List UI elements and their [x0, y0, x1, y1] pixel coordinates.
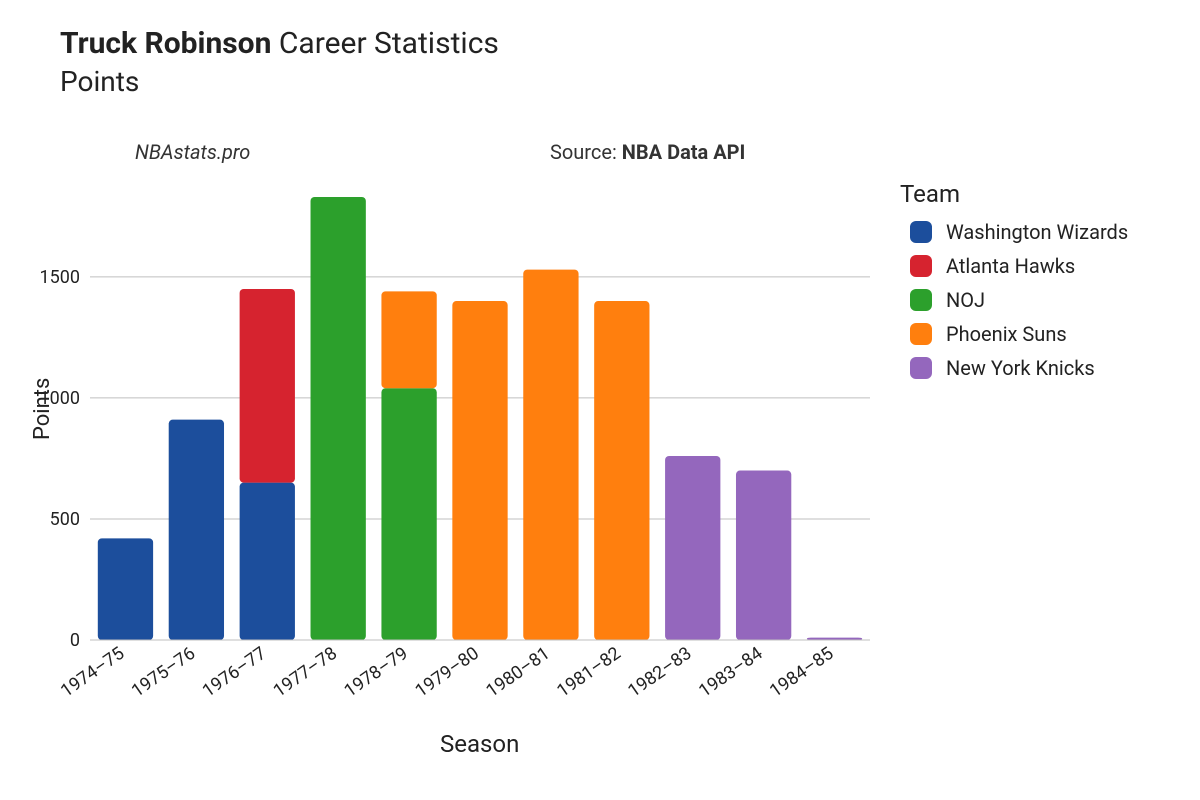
- x-tick-label: 1984–85: [766, 643, 837, 702]
- bar-segment: [311, 197, 366, 640]
- chart-title-block: Truck Robinson Career Statistics Points: [60, 26, 499, 98]
- x-tick-label: 1981–82: [553, 643, 624, 702]
- x-tick-label: 1977–78: [270, 643, 341, 702]
- bar-segment: [381, 291, 436, 388]
- chart-title-rest: Career Statistics: [279, 26, 499, 61]
- legend-swatch: [910, 221, 932, 243]
- x-tick-label: 1982–83: [624, 643, 695, 702]
- chart-title-player: Truck Robinson: [60, 26, 271, 61]
- bar-segment: [452, 301, 507, 640]
- legend-swatch: [910, 357, 932, 379]
- legend-item: New York Knicks: [910, 356, 1128, 380]
- y-tick-label: 500: [50, 509, 80, 530]
- x-tick-label: 1978–79: [341, 643, 412, 702]
- brand-watermark: NBAstats.pro: [135, 140, 250, 164]
- bar-segment: [98, 538, 153, 640]
- legend-label: Atlanta Hawks: [946, 254, 1075, 278]
- chart-title: Truck Robinson Career Statistics: [60, 26, 499, 61]
- chart-svg: 0500100015001974–751975–761976–771977–78…: [90, 180, 874, 720]
- x-tick-label: 1979–80: [411, 643, 482, 702]
- legend-label: NOJ: [946, 288, 985, 312]
- x-tick-label: 1976–77: [199, 643, 270, 702]
- source-attribution: Source: NBA Data API: [550, 140, 745, 164]
- legend-swatch: [910, 323, 932, 345]
- y-tick-label: 1000: [40, 388, 80, 409]
- bar-segment: [240, 483, 295, 640]
- bar-segment: [240, 289, 295, 483]
- legend-label: Phoenix Suns: [946, 322, 1067, 346]
- bar-segment: [736, 471, 791, 640]
- legend-swatch: [910, 289, 932, 311]
- legend-item: Atlanta Hawks: [910, 254, 1128, 278]
- x-tick-label: 1975–76: [128, 643, 199, 702]
- bar-segment: [523, 270, 578, 640]
- x-tick-label: 1983–84: [695, 643, 766, 702]
- source-prefix: Source:: [550, 140, 622, 164]
- bar-segment: [665, 456, 720, 640]
- chart-subtitle: Points: [60, 65, 499, 98]
- y-tick-label: 1500: [40, 267, 80, 288]
- y-tick-label: 0: [70, 630, 80, 651]
- x-axis-label: Season: [440, 730, 519, 758]
- legend-label: New York Knicks: [946, 356, 1095, 380]
- legend-label: Washington Wizards: [946, 220, 1128, 244]
- bar-segment: [594, 301, 649, 640]
- legend-swatch: [910, 255, 932, 277]
- legend-item: NOJ: [910, 288, 1128, 312]
- legend: Washington Wizards Atlanta Hawks NOJ Phoeni…: [910, 220, 1128, 390]
- bar-segment: [381, 388, 436, 640]
- x-tick-label: 1980–81: [482, 643, 553, 702]
- chart-plot-area: 0500100015001974–751975–761976–771977–78…: [90, 180, 870, 720]
- source-name: NBA Data API: [622, 140, 746, 164]
- legend-item: Washington Wizards: [910, 220, 1128, 244]
- legend-item: Phoenix Suns: [910, 322, 1128, 346]
- x-tick-label: 1974–75: [57, 643, 128, 702]
- legend-title: Team: [900, 180, 960, 208]
- bar-segment: [169, 420, 224, 640]
